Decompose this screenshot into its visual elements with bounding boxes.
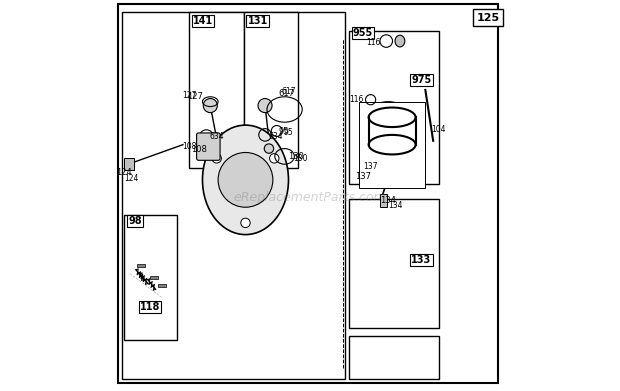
Text: 124: 124 (124, 174, 139, 183)
Text: 98: 98 (128, 216, 142, 226)
Circle shape (270, 154, 279, 163)
Text: 95: 95 (283, 127, 293, 137)
Text: 118: 118 (140, 302, 160, 312)
Text: 634: 634 (269, 131, 283, 141)
Text: 955: 955 (353, 28, 373, 38)
Bar (122, 12, 345, 379)
Bar (137, 264, 144, 267)
Ellipse shape (395, 35, 405, 47)
Bar (151, 276, 158, 279)
Text: eReplacementParts.com: eReplacementParts.com (234, 191, 386, 204)
Text: 131: 131 (247, 16, 268, 26)
Bar (189, 12, 244, 168)
Text: 133: 133 (411, 255, 432, 265)
Bar (349, 31, 439, 184)
FancyBboxPatch shape (197, 133, 220, 160)
Text: 975: 975 (411, 75, 432, 85)
Bar (124, 215, 177, 340)
Text: 127: 127 (182, 91, 197, 100)
Ellipse shape (369, 109, 408, 141)
Ellipse shape (203, 125, 288, 235)
Circle shape (210, 144, 219, 153)
Text: 116: 116 (366, 38, 381, 47)
Text: 617: 617 (278, 88, 294, 98)
Text: 95: 95 (279, 127, 290, 136)
Bar (244, 12, 298, 168)
Bar (349, 336, 439, 379)
Text: 127: 127 (187, 92, 203, 102)
Text: 134: 134 (388, 201, 403, 210)
Text: 137: 137 (363, 161, 378, 171)
Circle shape (203, 99, 218, 113)
Circle shape (218, 152, 273, 207)
Text: 124: 124 (117, 168, 132, 178)
Text: 134: 134 (380, 196, 396, 205)
Text: 617: 617 (281, 87, 296, 96)
Text: 634: 634 (209, 131, 224, 141)
Bar (349, 199, 439, 328)
Text: 130: 130 (288, 151, 303, 161)
Text: 108: 108 (182, 142, 197, 151)
Circle shape (212, 154, 221, 163)
Circle shape (258, 99, 272, 113)
Text: 130: 130 (294, 154, 308, 163)
Circle shape (241, 218, 250, 228)
Bar (124, 158, 134, 170)
Circle shape (264, 144, 273, 153)
Text: 104: 104 (432, 124, 446, 134)
Text: 108: 108 (190, 145, 206, 154)
Text: 125: 125 (476, 13, 500, 23)
Bar (359, 102, 425, 188)
Text: 116: 116 (350, 95, 364, 104)
Bar (381, 194, 388, 207)
Text: 141: 141 (193, 16, 213, 26)
Text: 137: 137 (355, 172, 371, 181)
Bar (158, 284, 166, 287)
